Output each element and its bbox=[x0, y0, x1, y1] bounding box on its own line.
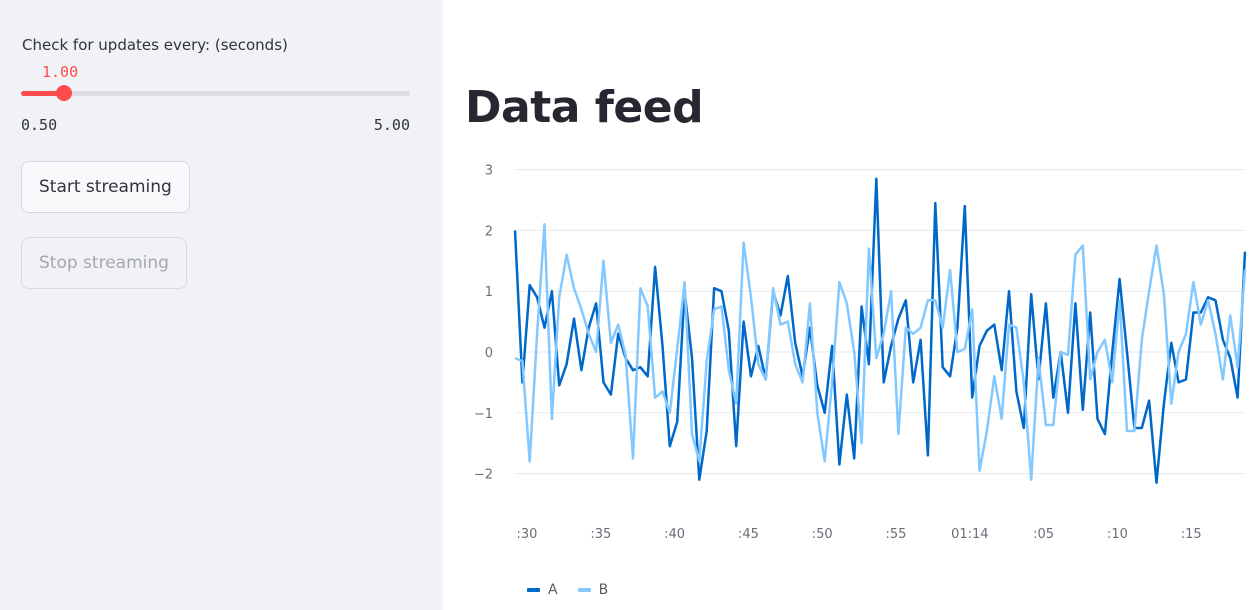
legend-item-B[interactable]: B bbox=[577, 582, 609, 598]
slider-min-label: 0.50 bbox=[21, 116, 58, 134]
legend-item-A[interactable]: A bbox=[527, 582, 558, 598]
y-tick-label: 0 bbox=[485, 346, 493, 361]
x-tick-label: :45 bbox=[738, 527, 759, 542]
x-tick-label: :05 bbox=[1033, 527, 1054, 542]
series-line-A bbox=[513, 177, 1247, 484]
legend-swatch bbox=[577, 588, 591, 592]
legend-swatch bbox=[527, 588, 540, 592]
x-tick-label: :15 bbox=[1181, 527, 1202, 542]
y-tick-label: 1 bbox=[485, 285, 493, 300]
slider-label: Check for updates every: (seconds) bbox=[22, 36, 288, 54]
y-tick-label: −2 bbox=[474, 468, 493, 483]
stop-streaming-button[interactable]: Stop streaming bbox=[21, 237, 187, 289]
slider-fill bbox=[21, 91, 65, 96]
x-tick-label: :10 bbox=[1107, 527, 1128, 542]
line-chart: 3 2 1 0 −1 −2 :30 :35 :40 :45 :50 :55 01:14 :05 :10 :1… bbox=[474, 164, 1247, 542]
x-tick-label: 01:14 bbox=[951, 527, 988, 542]
y-axis: 3 2 1 0 −1 −2 bbox=[474, 164, 493, 483]
legend-label: A bbox=[548, 582, 558, 598]
slider-max-label: 5.00 bbox=[373, 116, 410, 134]
sidebar: Check for updates every: (seconds) 1.00 … bbox=[0, 0, 443, 610]
update-interval-slider[interactable] bbox=[21, 85, 410, 101]
x-tick-label: :55 bbox=[886, 527, 907, 542]
x-tick-label: :50 bbox=[812, 527, 833, 542]
page-title: Data feed bbox=[465, 82, 704, 133]
legend-label: B bbox=[598, 582, 609, 598]
x-axis: :30 :35 :40 :45 :50 :55 01:14 :05 :10 :15 bbox=[517, 527, 1202, 542]
x-tick-label: :30 bbox=[517, 527, 538, 542]
y-tick-label: 3 bbox=[485, 164, 493, 179]
y-tick-label: 2 bbox=[485, 224, 493, 239]
x-tick-label: :40 bbox=[664, 527, 685, 542]
y-tick-label: −1 bbox=[474, 407, 493, 422]
slider-current-value: 1.00 bbox=[42, 63, 79, 81]
x-tick-label: :35 bbox=[590, 527, 611, 542]
slider-thumb[interactable] bbox=[56, 85, 73, 101]
start-streaming-button[interactable]: Start streaming bbox=[21, 161, 190, 213]
series-line-B bbox=[514, 223, 1247, 481]
chart-series bbox=[513, 177, 1247, 484]
